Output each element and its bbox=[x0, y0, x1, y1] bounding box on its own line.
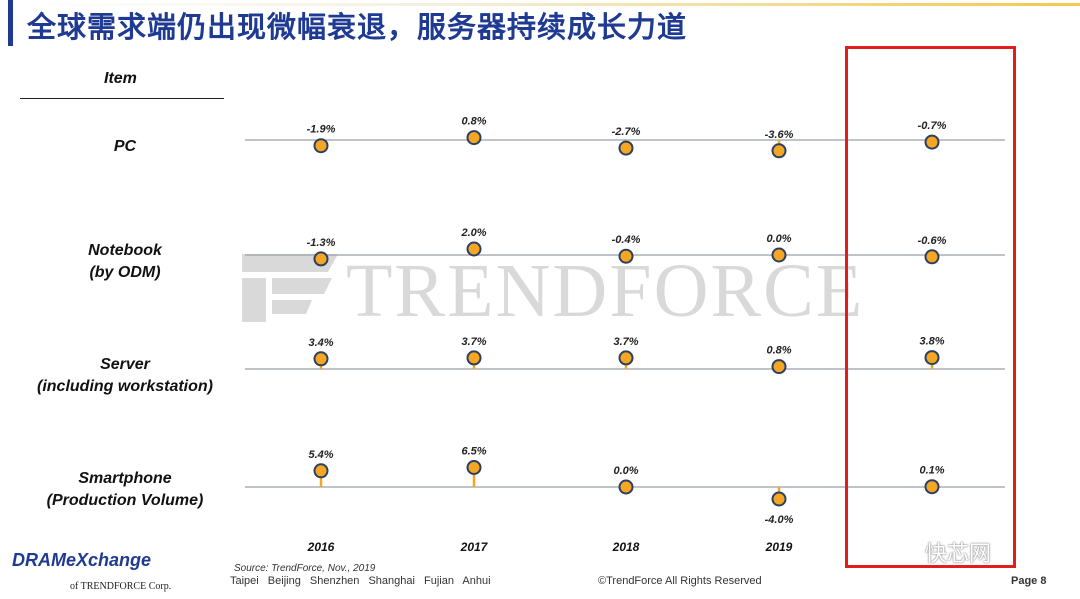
wechat-watermark: 快芯网 bbox=[925, 542, 992, 567]
data-label: 5.4% bbox=[308, 449, 333, 461]
row-label-line2: (including workstation) bbox=[37, 378, 213, 395]
data-point bbox=[466, 350, 482, 366]
office-cities: Taipei Beijing Shenzhen Shanghai Fujian … bbox=[230, 575, 491, 587]
item-column-header: Item bbox=[104, 70, 137, 87]
x-tick-label: 2018 bbox=[612, 540, 640, 554]
dramexchange-logo: DRAMeXchange bbox=[12, 550, 152, 570]
data-point bbox=[924, 479, 940, 495]
data-label: -0.7% bbox=[918, 120, 947, 132]
data-label: -3.6% bbox=[765, 129, 794, 141]
data-point bbox=[771, 143, 787, 159]
title-bar: 全球需求端仍出现微幅衰退，服务器持续成长力道 bbox=[8, 0, 1080, 46]
data-point bbox=[618, 350, 634, 366]
watermark-text: TRENDFORCE bbox=[346, 249, 865, 333]
data-label: 0.0% bbox=[766, 233, 791, 245]
row-label-server: Server (including workstation) bbox=[20, 354, 230, 398]
data-point bbox=[313, 463, 329, 479]
row-label-line2: (Production Volume) bbox=[46, 492, 204, 509]
data-label: 3.7% bbox=[461, 336, 486, 348]
x-tick-label: 2016 bbox=[307, 540, 335, 554]
row-label-notebook: Notebook (by ODM) bbox=[20, 240, 230, 284]
source-note: Source: TrendForce, Nov., 2019 bbox=[234, 563, 376, 574]
page-title: 全球需求端仍出现微幅衰退，服务器持续成长力道 bbox=[27, 10, 688, 44]
data-point bbox=[924, 134, 940, 150]
data-label: 3.7% bbox=[613, 336, 638, 348]
title-gradient-rule bbox=[0, 3, 1080, 6]
data-point bbox=[466, 460, 482, 475]
data-label: 0.8% bbox=[766, 345, 791, 357]
data-label: 3.8% bbox=[919, 336, 944, 348]
page-number: Page 8 bbox=[1011, 575, 1047, 587]
data-point bbox=[771, 359, 787, 375]
x-tick-label: 2017 bbox=[460, 540, 489, 554]
row-label-line1: Smartphone bbox=[78, 470, 172, 487]
data-point bbox=[771, 247, 787, 263]
row-label-pc: PC bbox=[20, 136, 230, 158]
data-label: -1.9% bbox=[307, 124, 336, 136]
data-point bbox=[924, 249, 940, 265]
data-point bbox=[466, 130, 482, 146]
data-label: -4.0% bbox=[765, 514, 794, 526]
data-label: 0.0% bbox=[613, 465, 638, 477]
row-label-line1: PC bbox=[113, 138, 137, 155]
copyright-text: ©TrendForce All Rights Reserved bbox=[598, 575, 762, 587]
dramexchange-logo-sub: of TRENDFORCE Corp. bbox=[70, 581, 172, 592]
data-label: 6.5% bbox=[461, 446, 486, 458]
data-point bbox=[466, 241, 482, 257]
data-label: -0.4% bbox=[612, 234, 641, 246]
data-label: 3.4% bbox=[308, 337, 333, 349]
data-label: -0.6% bbox=[918, 235, 947, 247]
data-point bbox=[618, 140, 634, 156]
data-point bbox=[924, 350, 940, 366]
data-label: -1.3% bbox=[307, 237, 336, 249]
data-label: 2.0% bbox=[460, 227, 486, 239]
data-point bbox=[618, 479, 634, 495]
data-label: -2.7% bbox=[612, 126, 641, 138]
row-label-line1: Notebook bbox=[88, 242, 162, 259]
data-point bbox=[313, 251, 329, 267]
highlight-box bbox=[845, 46, 1016, 568]
data-point bbox=[313, 351, 329, 367]
row-label-line1: Server bbox=[100, 356, 150, 373]
data-point bbox=[771, 491, 787, 507]
item-header-rule bbox=[20, 98, 224, 99]
trendforce-watermark: TRENDFORCE bbox=[242, 248, 862, 333]
row-label-smartphone: Smartphone (Production Volume) bbox=[20, 468, 230, 512]
data-point bbox=[618, 248, 634, 264]
data-label: 0.1% bbox=[919, 465, 944, 477]
x-tick-label: 2019 bbox=[765, 540, 793, 554]
row-label-line2: (by ODM) bbox=[89, 264, 161, 281]
data-point bbox=[313, 138, 329, 154]
data-label: 0.8% bbox=[461, 116, 486, 128]
